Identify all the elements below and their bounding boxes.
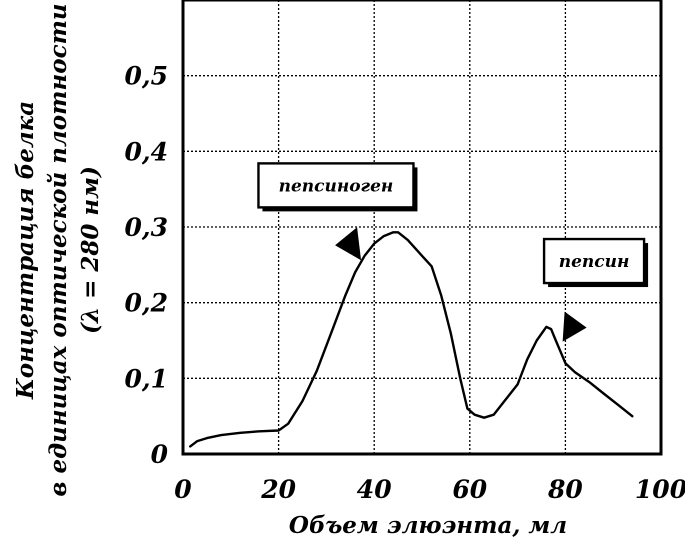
annotation-1: пепсиноген bbox=[257, 162, 418, 261]
x-tick-label: 40 bbox=[357, 475, 392, 504]
y-axis-title-line-3: (λ = 280 нм) bbox=[77, 166, 104, 334]
annotation-2: пепсин bbox=[542, 237, 649, 342]
y-tick-label: 0,3 bbox=[125, 213, 169, 242]
curve-layer bbox=[189, 231, 634, 448]
annotation-box bbox=[257, 162, 415, 209]
plot-frame bbox=[181, 0, 663, 456]
x-axis-title: Объем элюэнта, мл bbox=[289, 512, 567, 539]
x-tick-label: 100 bbox=[635, 475, 685, 504]
y-axis-title-line-1: Концентрация белка bbox=[12, 101, 39, 400]
tick-layer: 0 20 40 60 80 100 0 0,1 0,2 0,3 0,4 0,5 bbox=[125, 62, 685, 504]
annotation-box bbox=[542, 237, 646, 285]
y-tick-label: 0,1 bbox=[125, 364, 169, 393]
annotation-arrow bbox=[562, 311, 587, 342]
annotation-label: пепсиноген bbox=[279, 176, 394, 196]
annotation-label: пепсин bbox=[559, 252, 630, 272]
y-tick-label: 0,5 bbox=[125, 62, 169, 91]
x-tick-label: 20 bbox=[260, 475, 296, 504]
annotation-arrow bbox=[335, 227, 362, 261]
annotation-layer: пепсиноген пепсин bbox=[257, 162, 649, 342]
y-axis-title-line-2: в единицах оптической плотности bbox=[45, 3, 72, 496]
grid-layer bbox=[183, 0, 661, 454]
x-tick-label: 0 bbox=[174, 475, 192, 504]
x-tick-label: 60 bbox=[452, 475, 487, 504]
y-tick-label: 0,4 bbox=[125, 137, 169, 166]
x-tick-label: 80 bbox=[547, 475, 583, 504]
series-line-0 bbox=[189, 231, 634, 448]
y-tick-label: 0,2 bbox=[125, 289, 169, 318]
y-tick-label: 0 bbox=[151, 440, 169, 469]
